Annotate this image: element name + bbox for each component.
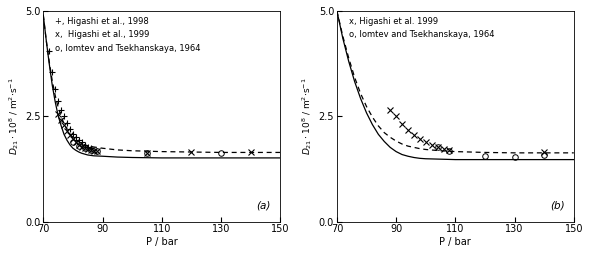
Text: (a): (a) <box>257 201 271 211</box>
X-axis label: P / bar: P / bar <box>440 237 471 247</box>
Text: +, Higashi et al., 1998
x,  Higashi et al., 1999
o, Iomtev and Tsekhanskaya, 196: +, Higashi et al., 1998 x, Higashi et al… <box>55 17 201 53</box>
Y-axis label: $D_{21} \cdot 10^{8}$ / m$^{2}$$\cdot$s$^{-1}$: $D_{21} \cdot 10^{8}$ / m$^{2}$$\cdot$s$… <box>7 77 21 155</box>
Y-axis label: $D_{21} \cdot 10^{8}$ / m$^{2}$$\cdot$s$^{-1}$: $D_{21} \cdot 10^{8}$ / m$^{2}$$\cdot$s$… <box>300 77 314 155</box>
Text: x, Higashi et al. 1999
o, Iomtev and Tsekhanskaya, 1964: x, Higashi et al. 1999 o, Iomtev and Tse… <box>349 17 494 39</box>
Text: (b): (b) <box>550 201 565 211</box>
X-axis label: P / bar: P / bar <box>146 237 178 247</box>
